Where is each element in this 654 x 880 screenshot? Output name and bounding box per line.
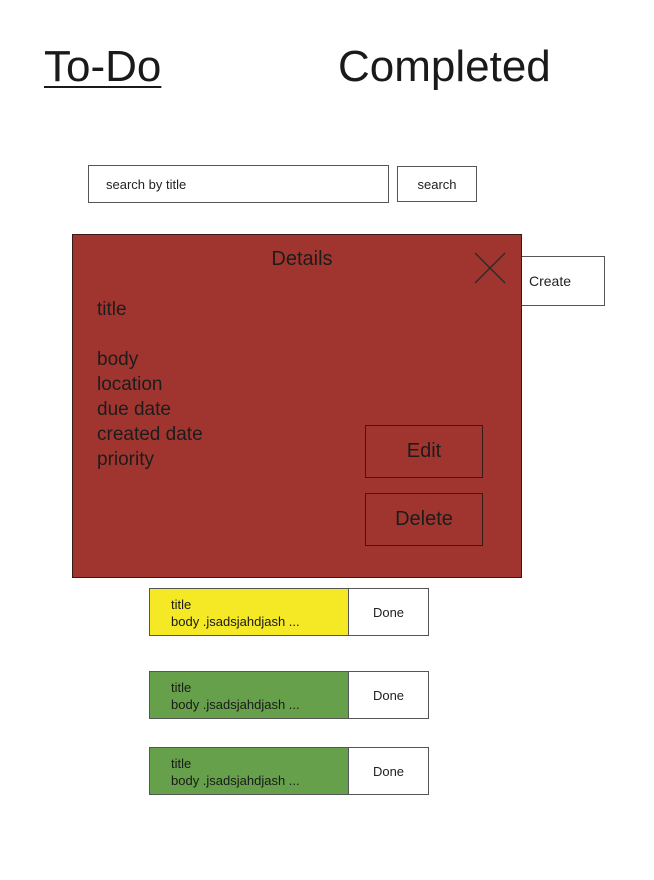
task-card[interactable]: title body .jsadsjahdjash ... bbox=[149, 588, 350, 636]
task-title: title bbox=[171, 756, 192, 771]
details-title: Details bbox=[271, 248, 333, 270]
tab-todo[interactable]: To-Do bbox=[44, 42, 162, 91]
task-title: title bbox=[171, 597, 192, 612]
done-button[interactable]: Done bbox=[348, 747, 429, 795]
task-body: body .jsadsjahdjash ... bbox=[171, 773, 300, 788]
task-card[interactable]: title body .jsadsjahdjash ... bbox=[149, 671, 350, 719]
search-button[interactable]: search bbox=[397, 166, 477, 202]
close-icon[interactable] bbox=[473, 251, 507, 285]
detail-field-due-date: due date bbox=[97, 399, 171, 420]
tab-completed[interactable]: Completed bbox=[338, 42, 551, 91]
details-modal: Details title body location due date cre… bbox=[72, 234, 522, 578]
detail-field-title: title bbox=[97, 299, 127, 320]
task-body: body .jsadsjahdjash ... bbox=[171, 614, 300, 629]
done-button[interactable]: Done bbox=[348, 671, 429, 719]
detail-field-created-date: created date bbox=[97, 424, 203, 445]
task-card[interactable]: title body .jsadsjahdjash ... bbox=[149, 747, 350, 795]
search-input[interactable] bbox=[88, 165, 389, 203]
detail-field-priority: priority bbox=[97, 449, 155, 470]
done-button[interactable]: Done bbox=[348, 588, 429, 636]
edit-button[interactable]: Edit bbox=[365, 425, 483, 478]
detail-field-body: body bbox=[97, 349, 139, 370]
delete-button[interactable]: Delete bbox=[365, 493, 483, 546]
task-body: body .jsadsjahdjash ... bbox=[171, 697, 300, 712]
task-title: title bbox=[171, 680, 192, 695]
detail-field-location: location bbox=[97, 374, 163, 395]
